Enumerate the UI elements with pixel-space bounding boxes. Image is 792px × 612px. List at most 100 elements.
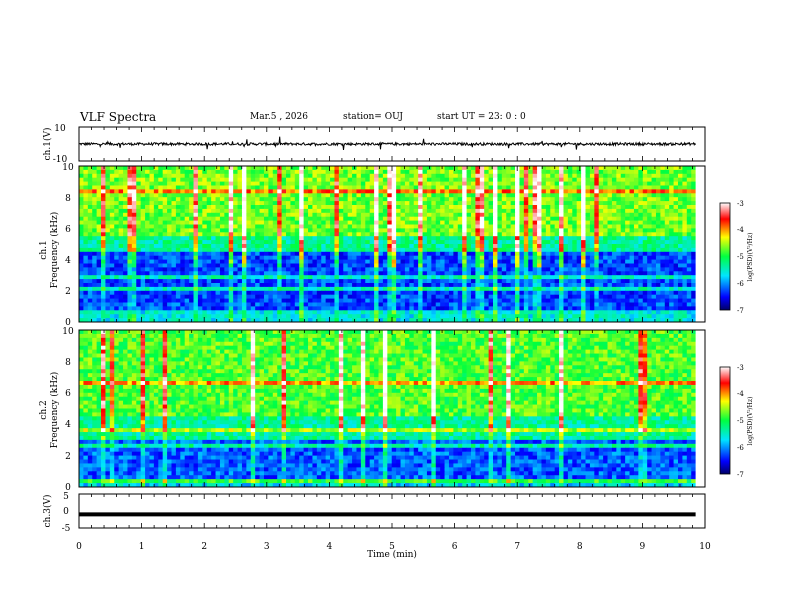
ch1-spectrogram-cell [466,193,472,198]
ch1-spectrogram-cell [206,244,212,249]
ch1-spectrogram-cell [158,244,164,249]
ch1-spectrogram-cell [189,240,194,245]
ch1-spectrogram-cell [660,290,666,296]
ch1-spectrogram-cell [545,228,551,233]
ch1-spectrogram-cell [175,212,181,218]
ch1-spectrogram-cell [647,271,652,276]
ch1-spectrogram-cell [515,228,520,233]
ch1-spectrogram-cell [131,236,137,241]
ch1-spectrogram-cell [136,275,142,280]
ch1-spectrogram-cell [330,177,335,182]
ch1-spectrogram-cell [184,275,190,280]
ch1-spectrogram-cell [633,185,639,190]
ch1-spectrogram-cell [576,236,582,241]
ch1-spectrogram-cell [677,228,683,233]
ch1-spectrogram-cell [123,197,128,202]
ch1-spectrogram-cell [616,197,622,202]
ch1-spectrogram-cell [638,224,644,229]
ch1-spectrogram-cell [488,286,494,292]
ch1-spectrogram-cell [589,208,595,214]
ch1-spectrogram-cell [286,193,291,198]
ch1-spectrogram-cell [277,283,282,288]
ch1-spectrogram-cell [510,267,516,272]
ch1-spectrogram-cell [162,244,168,249]
ch1-spectrogram-cell [497,236,503,241]
ch1-spectrogram-cell [338,290,344,296]
ch1-spectrogram-cell [475,181,481,186]
ch1-spectrogram-cell [369,255,375,260]
ch1-spectrogram-cell [343,220,349,225]
ch1-spectrogram-cell [426,294,432,299]
ch1-spectrogram-cell [259,224,265,229]
ch1-spectrogram-cell [286,247,291,253]
ch1-spectrogram-cell [677,166,683,171]
ch1-spectrogram-cell [475,189,481,194]
ch1-spectrogram-cell [250,263,256,268]
ch1-spectrogram-cell [175,232,181,237]
ch1-spectrogram-cell [523,173,529,179]
ch1-spectrogram-cell [633,212,639,218]
ch1-spectrogram-cell [105,228,111,233]
ch1-spectrogram-cell [255,294,260,299]
ch1-spectrogram-cell [180,220,186,225]
ch1-spectrogram-cell [581,185,586,190]
ch1-spectrogram-cell [321,236,327,241]
ch1-spectrogram-cell [638,205,644,210]
ch1-spectrogram-cell [664,232,670,237]
ch1-spectrogram-cell [294,212,300,218]
ch1-spectrogram-cell [277,208,282,214]
ch1-spectrogram-cell [466,173,472,179]
ch1-spectrogram-cell [101,251,106,257]
ch1-spectrogram-cell [651,193,657,198]
ch1-spectrogram-cell [347,271,353,276]
ch1-spectrogram-cell [277,228,282,233]
ch1-spectrogram-cell [457,244,463,249]
ch1-spectrogram-cell [281,189,287,194]
ch1-spectrogram-cell [638,286,644,292]
ch1-spectrogram-cell [563,275,569,280]
ch1-spectrogram-cell [219,283,225,288]
ch1-spectrogram-cell [237,228,243,233]
ch1-spectrogram-cell [167,220,172,225]
ch1-spectrogram-cell [92,216,98,221]
ch1-spectrogram-cell [528,286,534,292]
ch1-spectrogram-cell [219,228,225,233]
ch1-spectrogram-cell [523,240,529,245]
ch1-spectrogram-cell [83,189,89,194]
ch1-spectrogram-cell [206,208,212,214]
ch1-spectrogram-cell [145,216,150,221]
ch1-spectrogram-cell [215,244,221,249]
ch1-spectrogram-cell [506,166,512,171]
ch1-spectrogram-cell [184,205,190,210]
ch1-spectrogram-cell [321,181,327,186]
ch1-spectrogram-cell [493,294,498,299]
ch1-spectrogram-cell [87,205,93,210]
ch1-spectrogram-cell [453,263,459,268]
ch1-spectrogram-cell [312,212,318,218]
ch1-spectrogram-cell [281,212,287,218]
ch1-spectrogram-cell [655,259,661,264]
ch1-spectrogram-cell [250,166,256,171]
ch1-spectrogram-cell [567,228,573,233]
ch1-spectrogram-cell [268,212,274,218]
ch1-spectrogram-cell [369,208,375,214]
ch1-spectrogram-cell [506,181,512,186]
ch1-spectrogram-cell [228,205,234,210]
ch1-spectrogram-cell [246,240,252,245]
ch1-spectrogram-cell [426,263,432,268]
ch1-spectrogram-cell [528,197,534,202]
ch1-spectrogram-cell [620,298,626,303]
ch1-spectrogram-cell [426,212,432,218]
ch1-spectrogram-cell [682,220,688,225]
ch1-spectrogram-cell [347,166,353,171]
ch1-spectrogram-cell [387,185,393,190]
ch1-spectrogram-cell [286,166,291,171]
ch1-spectrogram-cell [127,185,133,190]
ch1-spectrogram-cell [651,177,657,182]
ch1-spectrogram-cell [294,275,300,280]
ch1-spectrogram-cell [594,247,600,253]
ch1-spectrogram-cell [598,201,604,206]
ch1-spectrogram-cell [669,259,674,264]
ch1-spectrogram-cell [224,189,230,194]
ch1-spectrogram-cell [338,244,344,249]
